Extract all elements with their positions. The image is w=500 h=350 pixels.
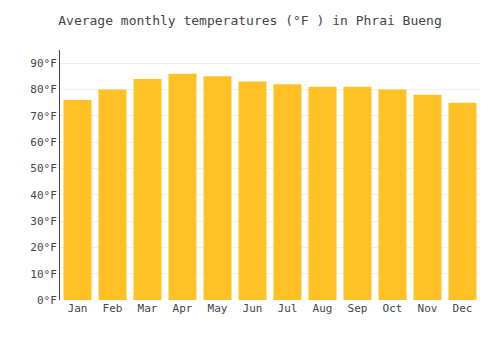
svg-text:70°F: 70°F — [30, 110, 57, 123]
svg-text:Aug: Aug — [313, 302, 333, 315]
svg-text:Sep: Sep — [348, 302, 368, 315]
svg-text:40°F: 40°F — [30, 189, 57, 202]
svg-text:Apr: Apr — [173, 302, 193, 315]
svg-text:Nov: Nov — [418, 302, 438, 315]
svg-text:Oct: Oct — [383, 302, 403, 315]
svg-text:80°F: 80°F — [30, 83, 57, 96]
svg-text:Feb: Feb — [103, 302, 123, 315]
svg-text:Jun: Jun — [243, 302, 263, 315]
svg-text:Jan: Jan — [68, 302, 88, 315]
svg-text:30°F: 30°F — [30, 215, 57, 228]
svg-text:10°F: 10°F — [30, 268, 57, 281]
svg-text:50°F: 50°F — [30, 162, 57, 175]
svg-text:Mar: Mar — [138, 302, 158, 315]
svg-text:60°F: 60°F — [30, 136, 57, 149]
svg-text:90°F: 90°F — [30, 57, 57, 70]
svg-text:0°F: 0°F — [37, 294, 57, 307]
svg-text:May: May — [208, 302, 228, 315]
svg-text:20°F: 20°F — [30, 241, 57, 254]
svg-text:Jul: Jul — [278, 302, 298, 315]
svg-text:Average monthly temperatures (: Average monthly temperatures (°F ) in Ph… — [58, 13, 442, 28]
svg-text:Dec: Dec — [453, 302, 473, 315]
